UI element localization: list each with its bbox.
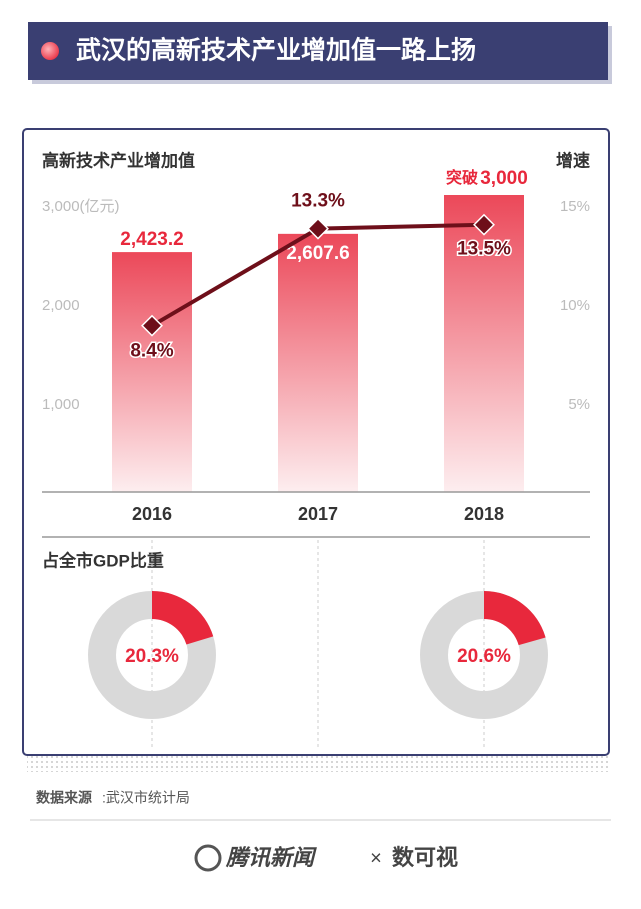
pie-title: 占全市GDP比重 bbox=[42, 550, 164, 570]
bar bbox=[444, 195, 524, 492]
x-tick-label: 2017 bbox=[298, 504, 338, 524]
donut-value-label: 20.6% bbox=[457, 646, 511, 667]
source-text: :武汉市统计局 bbox=[102, 790, 190, 806]
bar bbox=[278, 233, 358, 492]
footer-logo-icon bbox=[194, 844, 222, 872]
line-marker bbox=[307, 217, 329, 240]
line-marker bbox=[141, 314, 163, 337]
y-tick-label: 2,000 bbox=[42, 297, 80, 314]
y-tick-label: 3,000(亿元) bbox=[42, 198, 120, 215]
bar bbox=[112, 252, 192, 492]
panel-shadow bbox=[27, 756, 611, 772]
line-value-label: 13.3% bbox=[291, 191, 345, 212]
line-value-label: 8.4% bbox=[130, 341, 173, 362]
chart-title: 高新技术产业增加值 bbox=[42, 150, 195, 170]
banner bbox=[28, 22, 608, 80]
footer-logo: 腾讯新闻 bbox=[225, 845, 317, 870]
bar-value-label: 2,607.6 bbox=[286, 243, 349, 264]
donut-slice bbox=[152, 591, 214, 645]
banner-icon bbox=[41, 42, 59, 60]
y2-tick-label: 5% bbox=[568, 396, 590, 413]
source-label: 数据来源 bbox=[36, 790, 92, 806]
donut-value-label: 20.3% bbox=[125, 646, 179, 667]
y-tick-label: 1,000 bbox=[42, 396, 80, 413]
footer-logo: 数可视 bbox=[392, 845, 458, 870]
line-value-label: 13.5% bbox=[457, 239, 511, 260]
line-marker bbox=[473, 213, 495, 236]
donut-slice bbox=[484, 591, 546, 646]
x-tick-label: 2016 bbox=[132, 504, 172, 524]
y2-tick-label: 10% bbox=[560, 297, 590, 314]
bar-value-label: 2,423.2 bbox=[120, 229, 183, 250]
footer-separator: × bbox=[370, 847, 382, 869]
x-tick-label: 2018 bbox=[464, 504, 504, 524]
y2-tick-label: 15% bbox=[560, 198, 590, 215]
bar-value-label: 3,000 bbox=[480, 168, 528, 189]
annotation: 突破 bbox=[446, 168, 478, 187]
page-title: 武汉的高新技术产业增加值一路上扬 bbox=[76, 36, 476, 65]
y2-axis-title: 增速 bbox=[556, 150, 590, 170]
